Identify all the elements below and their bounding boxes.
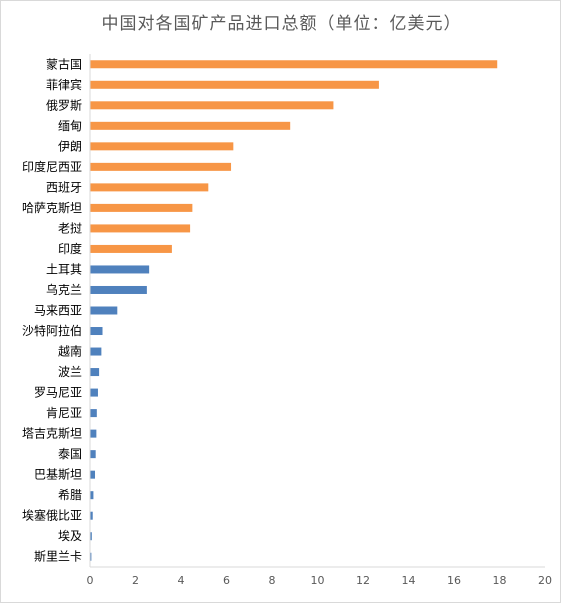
bar-6 <box>90 162 232 171</box>
x-tick-label: 14 <box>402 574 416 587</box>
x-tick-label: 6 <box>223 574 230 587</box>
x-tick-label: 12 <box>356 574 370 587</box>
x-tick-label: 0 <box>87 574 94 587</box>
chart-title: 中国对各国矿产品进口总额（单位：亿美元） <box>101 14 462 34</box>
category-label: 埃塞俄比亚 <box>22 508 82 523</box>
category-label: 蒙古国 <box>46 56 82 71</box>
x-tick-label: 10 <box>311 574 325 587</box>
bar-4 <box>90 121 291 130</box>
x-tick-label: 16 <box>447 574 461 587</box>
bar-16 <box>90 368 100 377</box>
bar-8 <box>90 203 193 212</box>
bar-14 <box>90 327 103 336</box>
category-label: 乌克兰 <box>46 282 82 297</box>
category-label: 马来西亚 <box>34 304 82 318</box>
bar-3 <box>90 101 334 110</box>
category-label: 塔吉克斯坦 <box>22 427 82 441</box>
category-label: 哈萨克斯坦 <box>22 201 82 215</box>
bar-15 <box>90 347 102 356</box>
bar-18 <box>90 409 97 418</box>
category-label: 西班牙 <box>46 180 82 194</box>
x-tick-label: 20 <box>538 574 552 587</box>
bars-group <box>90 60 498 561</box>
bar-22 <box>90 491 94 500</box>
bar-23 <box>90 511 93 520</box>
category-label: 印度尼西亚 <box>22 159 82 174</box>
category-label: 伊朗 <box>58 139 82 153</box>
bar-9 <box>90 224 191 233</box>
bar-13 <box>90 306 118 315</box>
category-label: 菲律宾 <box>46 77 82 92</box>
category-labels: 蒙古国菲律宾俄罗斯缅甸伊朗印度尼西亚西班牙哈萨克斯坦老挝印度土耳其乌克兰马来西亚… <box>22 56 82 563</box>
category-label: 波兰 <box>58 365 82 379</box>
category-label: 土耳其 <box>46 262 82 276</box>
category-label: 老挝 <box>58 221 82 235</box>
bar-1 <box>90 60 498 69</box>
bar-5 <box>90 142 234 151</box>
x-tick-labels: 0 2 4 6 8 10 12 14 16 18 20 <box>87 574 553 587</box>
bar-10 <box>90 244 172 253</box>
category-label: 沙特阿拉伯 <box>22 323 82 338</box>
x-tick-label: 18 <box>493 574 507 587</box>
x-tick-label: 2 <box>132 574 139 587</box>
bar-25 <box>90 552 92 561</box>
category-label: 肯尼亚 <box>46 406 82 420</box>
bar-17 <box>90 388 98 397</box>
category-label: 越南 <box>58 344 82 359</box>
bar-19 <box>90 429 97 438</box>
category-label: 斯里兰卡 <box>34 550 82 564</box>
x-tick-label: 4 <box>178 574 185 587</box>
category-label: 泰国 <box>58 447 82 461</box>
bar-24 <box>90 532 92 541</box>
category-label: 印度 <box>58 241 82 256</box>
category-label: 缅甸 <box>58 119 82 133</box>
bar-7 <box>90 183 209 192</box>
bar-12 <box>90 285 147 294</box>
bar-2 <box>90 80 379 89</box>
x-tick-label: 8 <box>269 574 276 587</box>
category-label: 罗马尼亚 <box>34 386 82 400</box>
bar-11 <box>90 265 150 274</box>
category-label: 俄罗斯 <box>46 98 82 112</box>
category-label: 希腊 <box>58 487 82 502</box>
category-label: 巴基斯坦 <box>34 468 82 482</box>
bar-21 <box>90 470 96 479</box>
category-label: 埃及 <box>58 529 82 543</box>
bar-20 <box>90 450 96 459</box>
